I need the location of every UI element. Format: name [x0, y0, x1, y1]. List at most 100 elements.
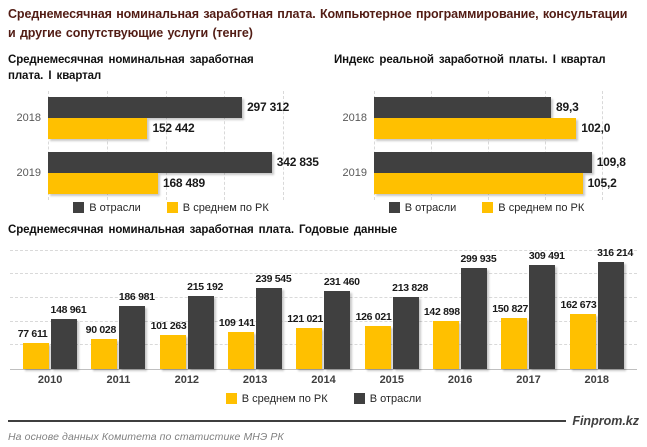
bar-value-label: 109,8	[596, 155, 626, 169]
footer-line	[8, 419, 567, 422]
bar-industry: 316 214	[597, 247, 633, 369]
year-group: 150 827 309 491	[492, 250, 565, 369]
year-label: 2013	[242, 373, 268, 386]
legend-swatch-icon	[73, 202, 85, 214]
bar-value-label: 297 312	[247, 100, 290, 115]
bar-value-label: 186 981	[118, 290, 155, 303]
legend-swatch-icon	[388, 202, 400, 213]
gridline	[545, 90, 546, 200]
legend-label: В среднем по РК	[498, 201, 585, 214]
bar-row: 297 312	[48, 96, 289, 118]
bar-row: 105,2	[374, 172, 617, 194]
x-axis-labels: 2010 2011 2012 2013 2014 2015 2016 2017 2018	[10, 374, 637, 386]
gridline	[431, 90, 432, 200]
bar-industry: 89,3	[374, 96, 579, 118]
year-label: 2019	[342, 166, 367, 179]
chart-legend: В среднем по РК В отрасли	[8, 393, 639, 405]
year-label: 2017	[516, 373, 541, 386]
page-title: Среднемесячная номинальная заработная пл…	[8, 7, 628, 40]
gridlines	[10, 249, 637, 369]
legend-label: В среднем по РК	[182, 201, 269, 214]
bar-value-label: 77 611	[17, 327, 48, 340]
bar-value-label: 150 827	[492, 303, 529, 315]
quarterly-nominal-wage-panel: Среднемесячная номинальная заработная пл…	[8, 52, 334, 214]
bar-value-label: 168 489	[162, 176, 205, 191]
annual-wage-panel: Среднемесячная номинальная заработная пл…	[8, 224, 639, 405]
bar-row: 109,8	[374, 151, 626, 173]
year-group: 121 021 231 460	[287, 251, 360, 369]
bar-value-label: 121 021	[287, 313, 324, 326]
year-label: 2012	[174, 373, 200, 386]
bar-average: 105,2	[374, 172, 617, 194]
legend-swatch-icon	[482, 202, 494, 213]
bar-value-label: 89,3	[556, 100, 579, 114]
chart-title: Среднемесячная номинальная заработная пл…	[8, 53, 254, 83]
legend-item: В среднем по РК	[166, 201, 269, 214]
gridline	[374, 90, 375, 200]
bar-average: 102,0	[374, 117, 610, 139]
brand-logo: Finprom.kz	[572, 413, 639, 428]
gridlines	[48, 90, 284, 200]
gridline	[224, 90, 226, 200]
bar-average: 168 489	[48, 172, 205, 194]
gridline	[488, 90, 489, 200]
bar-row: 342 835	[48, 151, 319, 173]
real-wage-index-panel: Индекс реальной заработной платы. I квар…	[334, 52, 639, 214]
gridline	[10, 320, 637, 322]
bar-value-label: 215 192	[187, 281, 224, 294]
year-group: 162 673 316 214	[561, 247, 633, 369]
legend-item: В отрасли	[353, 392, 422, 405]
bar-industry: 342 835	[48, 151, 319, 173]
legend-label: В отрасли	[369, 392, 422, 405]
legend-item: В среднем по РК	[225, 393, 328, 405]
year-group: 109 141 239 545	[219, 251, 292, 369]
year-label: 2014	[311, 373, 336, 386]
bar-value-label: 309 491	[528, 249, 565, 262]
legend-swatch-icon	[353, 393, 365, 405]
year-group: 2018 297 312 152 442	[17, 96, 289, 139]
bar-average: 162 673	[561, 299, 597, 369]
bar-value-label: 162 673	[560, 299, 597, 311]
bar-average: 101 263	[151, 320, 187, 369]
legend-swatch-icon	[225, 393, 237, 405]
bar-value-label: 213 828	[392, 281, 429, 294]
chart-title: Среднемесячная номинальная заработная пл…	[8, 223, 398, 236]
year-label: 2016	[447, 373, 473, 386]
bar-value-label: 152 442	[152, 121, 195, 136]
chart-legend: В отрасли В среднем по РК	[334, 202, 639, 214]
bar-average: 126 021	[356, 311, 392, 369]
legend-item: В отрасли	[388, 201, 457, 214]
bar-average: 90 028	[86, 324, 118, 369]
bar-industry: 297 312	[48, 96, 289, 118]
bar-row: 152 442	[48, 117, 283, 139]
legend-item: В среднем по РК	[482, 202, 584, 214]
gridline	[10, 297, 637, 299]
bar-industry: 215 192	[187, 281, 223, 369]
legend-label: В отрасли	[404, 201, 457, 214]
bar-row: 168 489	[48, 172, 283, 194]
gridlines	[374, 90, 603, 200]
year-label: 2010	[37, 373, 63, 386]
year-group: 2018 89,3 102,0	[343, 96, 610, 139]
year-label: 2011	[106, 373, 131, 386]
year-group: 2019 342 835 168 489	[17, 151, 319, 194]
bar-average: 77 611	[18, 328, 50, 369]
bar-value-label: 299 935	[460, 252, 497, 265]
gridline	[48, 90, 49, 200]
bar-industry: 309 491	[529, 250, 565, 369]
bar-value-label: 239 545	[255, 273, 292, 286]
bar-value-label: 126 021	[355, 311, 392, 324]
bar-industry: 148 961	[51, 304, 87, 369]
year-group: 142 898 299 935	[424, 251, 497, 369]
bar-industry: 299 935	[460, 253, 497, 369]
bar-average: 152 442	[48, 117, 195, 139]
legend-swatch-icon	[166, 202, 178, 214]
bar-industry: 239 545	[256, 273, 292, 369]
bar-industry: 213 828	[392, 282, 428, 369]
gridline	[106, 90, 108, 200]
bar-value-label: 316 214	[597, 247, 634, 260]
bar-value-label: 102,0	[581, 121, 611, 135]
bar-average: 142 898	[424, 306, 460, 369]
gridline	[165, 90, 167, 200]
year-group: 77 611 148 961	[16, 251, 87, 369]
